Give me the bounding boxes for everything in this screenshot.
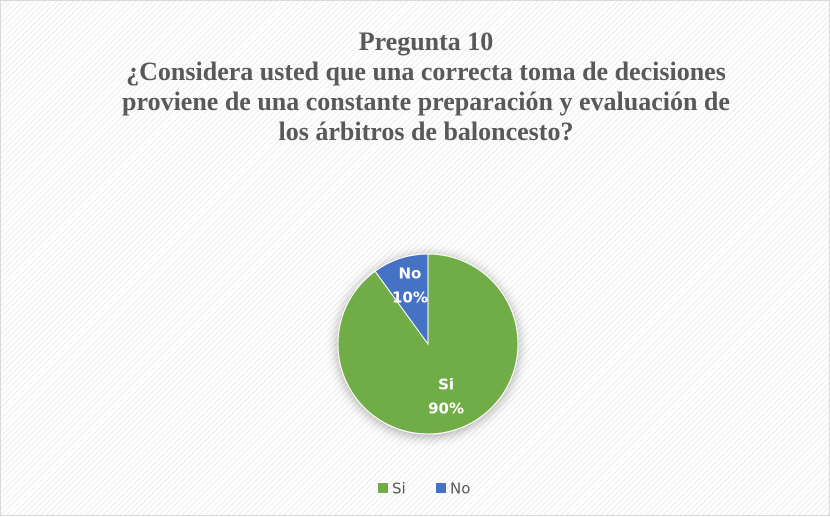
data-label-category: No [398, 264, 421, 282]
data-label-value: 10% [392, 288, 428, 306]
pie [337, 253, 519, 435]
data-label-category: Si [438, 376, 454, 394]
titles: Pregunta 10 ¿Considera usted que una cor… [116, 27, 736, 147]
legend-swatch [436, 483, 446, 493]
chart-title: Pregunta 10 [358, 27, 494, 56]
legend-label: No [450, 480, 470, 498]
legend-label: Si [392, 480, 406, 498]
pie-slice [374, 253, 429, 346]
legend-swatch [378, 483, 388, 493]
chart-subtitle: ¿Considera usted que una correcta toma d… [122, 57, 730, 146]
data-label-value: 90% [428, 400, 464, 418]
